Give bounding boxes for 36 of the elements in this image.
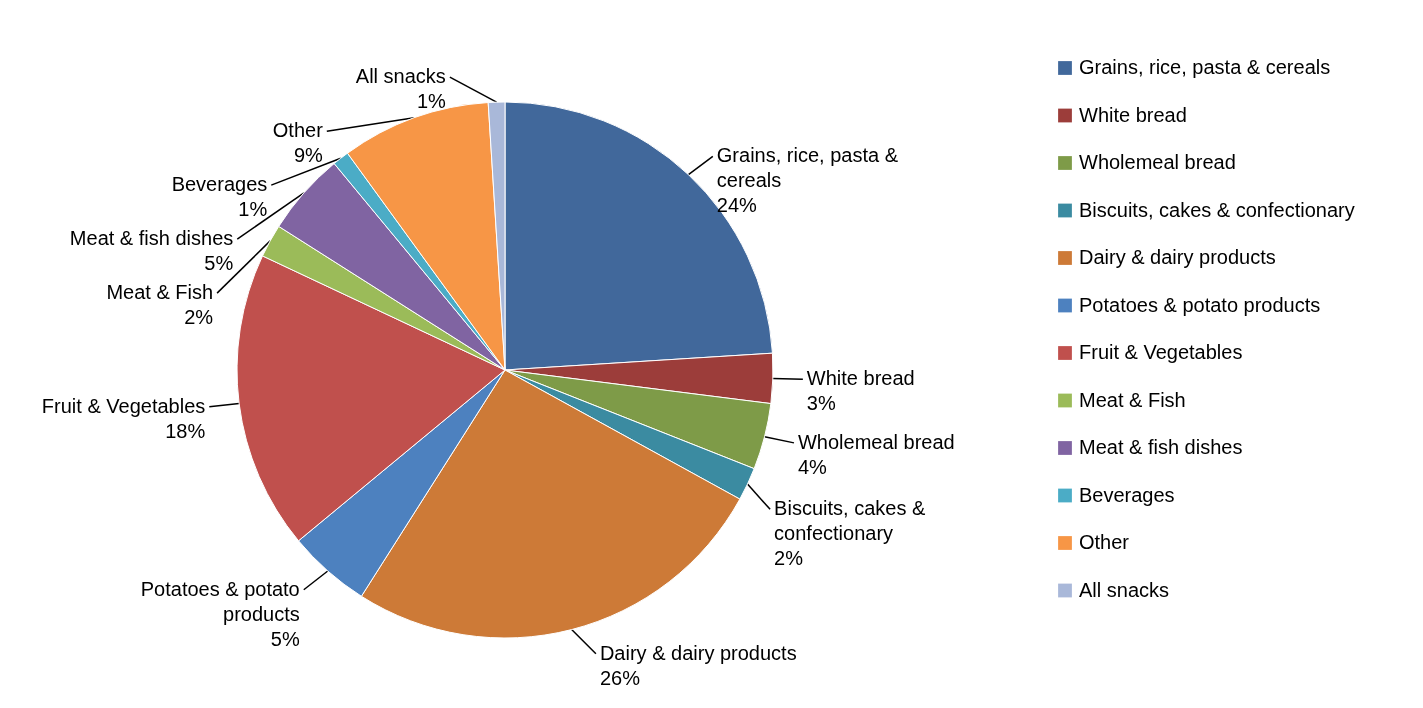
legend-label: Other [1079, 531, 1130, 553]
data-label: 5% [204, 252, 234, 275]
data-label: 2% [774, 547, 804, 570]
legend-label: Meat & Fish [1079, 388, 1186, 411]
data-label: 1% [416, 90, 447, 113]
data-label: 4% [797, 455, 828, 478]
slice-label: Meat & Fish [106, 281, 214, 304]
legend-label: Beverages [1079, 483, 1175, 506]
legend-label: Fruit & Vegetables [1079, 341, 1243, 363]
data-label: 3% [806, 392, 836, 415]
slice-label: Grains, rice, pasta & cereals [716, 144, 899, 192]
legend-label: Wholemeal bread [1079, 151, 1236, 173]
slice-label: Meat & fish dishes [69, 227, 234, 250]
legend-label: Meat & fish dishes [1079, 436, 1243, 458]
legend-label: Grains, rice, pasta & cereals [1079, 56, 1331, 78]
data-label: 2% [184, 306, 214, 329]
legend-label: All snacks [1079, 578, 1170, 601]
data-label: 24% [716, 194, 758, 217]
slice-label: Biscuits, cakes & confectionary [774, 497, 926, 545]
data-label: 26% [599, 666, 641, 689]
legend-label: Potatoes & potato products [1079, 293, 1321, 316]
slice-label: Dairy & dairy products [599, 641, 797, 664]
legend-label: Biscuits, cakes & confectionary [1079, 198, 1355, 221]
slice-label: Beverages [171, 173, 268, 196]
data-label: 5% [270, 627, 300, 650]
data-label: 18% [165, 419, 206, 442]
legend-label: Dairy & dairy products [1079, 246, 1276, 268]
data-label: 1% [238, 198, 268, 221]
data-label: 9% [293, 144, 324, 167]
legend-label: White bread [1079, 103, 1187, 126]
slice-label: All snacks [355, 65, 446, 88]
slice-label: Other [272, 119, 324, 142]
slice-label: Wholemeal bread [797, 430, 955, 453]
slice-label: White bread [806, 367, 915, 390]
slice-label: Fruit & Vegetables [41, 394, 206, 417]
slice-label: Potatoes & potato products [140, 577, 300, 625]
